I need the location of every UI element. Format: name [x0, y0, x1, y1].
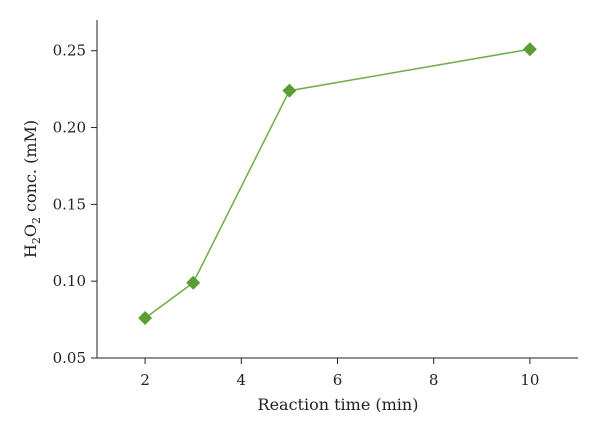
x-tick-label: 10 — [520, 371, 539, 389]
data-point-marker — [282, 83, 297, 98]
y-tick-label: 0.20 — [53, 119, 86, 137]
series-markers — [138, 42, 537, 326]
x-tick-label: 4 — [237, 371, 247, 389]
x-ticks: 2 4 6 8 10 — [140, 358, 539, 389]
y-ticks: 0.05 0.10 0.15 0.20 0.25 — [53, 42, 97, 367]
series-line — [144, 48, 531, 319]
data-point-marker — [186, 275, 201, 290]
y-axis-title: H2O2 conc. (mM) — [21, 120, 43, 258]
axes — [96, 20, 578, 359]
x-tick-label: 8 — [429, 371, 439, 389]
y-axis-title-text: conc. (mM) — [21, 120, 40, 217]
data-point-marker — [522, 42, 537, 57]
y-axis-title-subscript: 2 — [30, 217, 43, 224]
y-axis-title-subscript: 2 — [30, 237, 43, 244]
data-point-marker — [138, 311, 153, 326]
series-lines — [144, 48, 531, 319]
y-tick-label: 0.15 — [53, 195, 86, 213]
y-axis-title-text: H — [21, 244, 40, 258]
x-axis-title: Reaction time (min) — [258, 395, 419, 414]
y-tick-label: 0.10 — [53, 272, 86, 290]
y-axis-title-text: O — [21, 224, 40, 237]
x-tick-label: 2 — [140, 371, 150, 389]
y-tick-label: 0.05 — [53, 349, 86, 367]
x-tick-label: 6 — [333, 371, 343, 389]
y-tick-label: 0.25 — [53, 42, 86, 60]
